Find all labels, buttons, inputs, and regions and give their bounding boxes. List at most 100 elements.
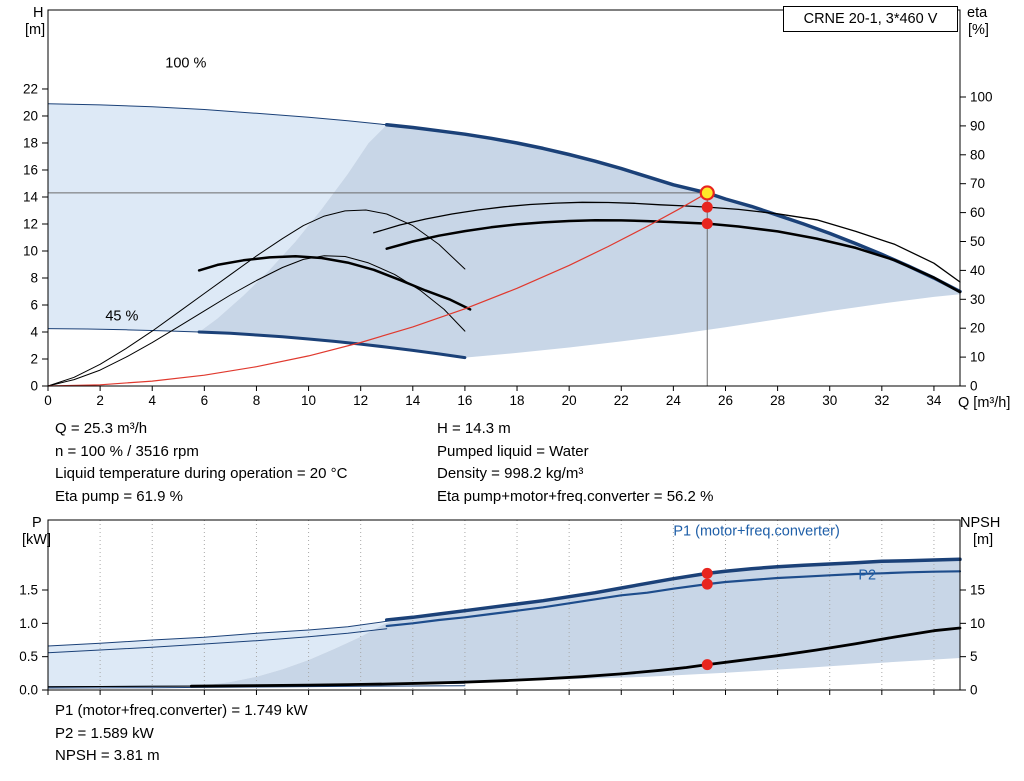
info-line: H = 14.3 m [437,420,511,437]
x-tick-label: 2 [96,393,104,408]
x-tick-label: 6 [201,393,209,408]
y-tick-label: 70 [970,176,985,191]
info-line: Pumped liquid = Water [437,442,589,460]
eta-axis-name: eta [967,5,988,21]
y-tick-label: 0 [30,379,38,394]
power-info: P1 (motor+freq.converter) = 1.749 kW P2 … [55,700,308,768]
y-tick-label: 10 [970,350,985,365]
x-tick-label: 20 [562,393,577,408]
duty-info-right: H = 14.3 m Pumped liquid = Water Density… [437,418,713,508]
curve-label: P1 (motor+freq.converter) [673,523,839,539]
eta-45pct [197,254,472,311]
x-tick-label: 24 [666,393,682,408]
p1 [384,557,962,622]
eta-total [385,219,962,294]
x-tick-label: 16 [457,393,472,408]
y-tick-label: 22 [23,81,38,96]
x-tick-label: 18 [510,393,525,408]
y-tick-label: 12 [23,216,38,231]
x-tick-label: 30 [822,393,837,408]
info-line: NPSH = 3.81 m [55,747,160,764]
eta-pump-100pct [373,201,961,283]
npsh-point[interactable] [701,659,713,671]
y-tick-label: 5 [970,649,978,664]
y-tick-label: 10 [970,616,985,631]
y-tick-label: 100 [970,89,993,104]
info-line: Eta pump = 61.9 % [55,487,183,505]
hq-chart[interactable]: 0 2 4 6 8 10 12 14 16 18 20 22 24 26 28 30 32 34024681012… [23,9,993,408]
q-axis-label: Q [m³/h] [958,395,1011,411]
y-tick-label: 90 [970,118,985,133]
y-tick-label: 0.0 [19,683,38,698]
y-tick-label: 4 [30,324,38,339]
qh-45pct [197,330,467,360]
speed-range-light [48,103,387,332]
qh-45pct-thin [47,328,200,333]
x-tick-label: 0 [44,393,52,408]
info-line: P2 = 1.589 kW [55,724,154,742]
y-tick-label: 40 [970,263,985,278]
p2 [385,570,962,628]
y-tick-label: 10 [23,243,38,258]
qh-100pct [384,123,962,294]
curve-label: 45 % [105,309,138,325]
x-tick-label: 22 [614,393,629,408]
info-line: Eta pump+motor+freq.converter = 56.2 % [437,487,714,505]
pump-model-label: CRNE 20-1, 3*460 V [783,6,958,32]
info-line: P1 (motor+freq.converter) = 1.749 kW [55,702,308,719]
control-curve [47,192,708,387]
power-chart[interactable]: 0.0 0.5 1.0 1.5 0 5 10 15 P1 (motor+freq.convert… [19,519,985,698]
x-tick-label: 4 [148,393,156,408]
y-tick-label: 15 [970,583,985,598]
x-tick-label: 14 [405,393,421,408]
npsh-thin [47,685,192,688]
p2-point[interactable] [701,578,713,590]
y-tick-label: 0 [970,379,978,394]
y-tick-label: 8 [30,270,38,285]
info-line: n = 100 % / 3516 rpm [55,442,199,460]
p1-point[interactable] [701,567,713,579]
eta-pump-point[interactable] [701,201,713,213]
npsh-axis-unit: [m] [973,532,994,548]
y-tick-label: 2 [30,351,38,366]
y-tick-label: 50 [970,234,985,249]
info-line: Liquid temperature during operation = 20… [55,465,348,482]
p-axis-name: P [32,515,42,531]
plot-frame [47,9,961,387]
duty-info-left: Q = 25.3 m³/h n = 100 % / 3516 rpm Liqui… [55,418,347,508]
power-envelope [199,559,961,686]
power-range-light [48,622,387,688]
x-tick-label: 10 [301,393,316,408]
y-tick-label: 0 [970,683,978,698]
info-line: Q = 25.3 m³/h [55,420,148,437]
curve-label: P2 [858,567,876,583]
y-tick-label: 1.5 [19,583,38,598]
y-tick-label: 18 [23,135,38,150]
y-tick-label: 1.0 [19,616,38,631]
eta-fan-1 [47,209,466,387]
y-tick-label: 0.5 [19,649,38,664]
y-tick-label: 14 [23,189,39,204]
x-tick-label: 8 [253,393,261,408]
h-axis-unit: [m] [25,22,46,38]
y-tick-label: 16 [23,162,38,177]
y-tick-label: 60 [970,205,985,220]
eta-fan-2 [47,255,466,387]
x-tick-label: 32 [874,393,889,408]
y-tick-label: 20 [23,108,38,123]
x-tick-label: 28 [770,393,785,408]
h-axis-name: H [33,5,44,21]
p1-thin [47,620,388,647]
p2-thin [47,628,388,654]
curve-label: 100 % [165,55,206,71]
eta-axis-unit: [%] [968,22,989,38]
y-tick-label: 6 [30,297,38,312]
p-axis-unit: [kW] [22,532,51,548]
y-tick-label: 80 [970,147,985,162]
info-line: Density = 998.2 kg/m³ [437,465,584,482]
operating-envelope [199,124,961,358]
eta-total-point[interactable] [701,218,713,230]
duty-point[interactable] [699,185,715,201]
